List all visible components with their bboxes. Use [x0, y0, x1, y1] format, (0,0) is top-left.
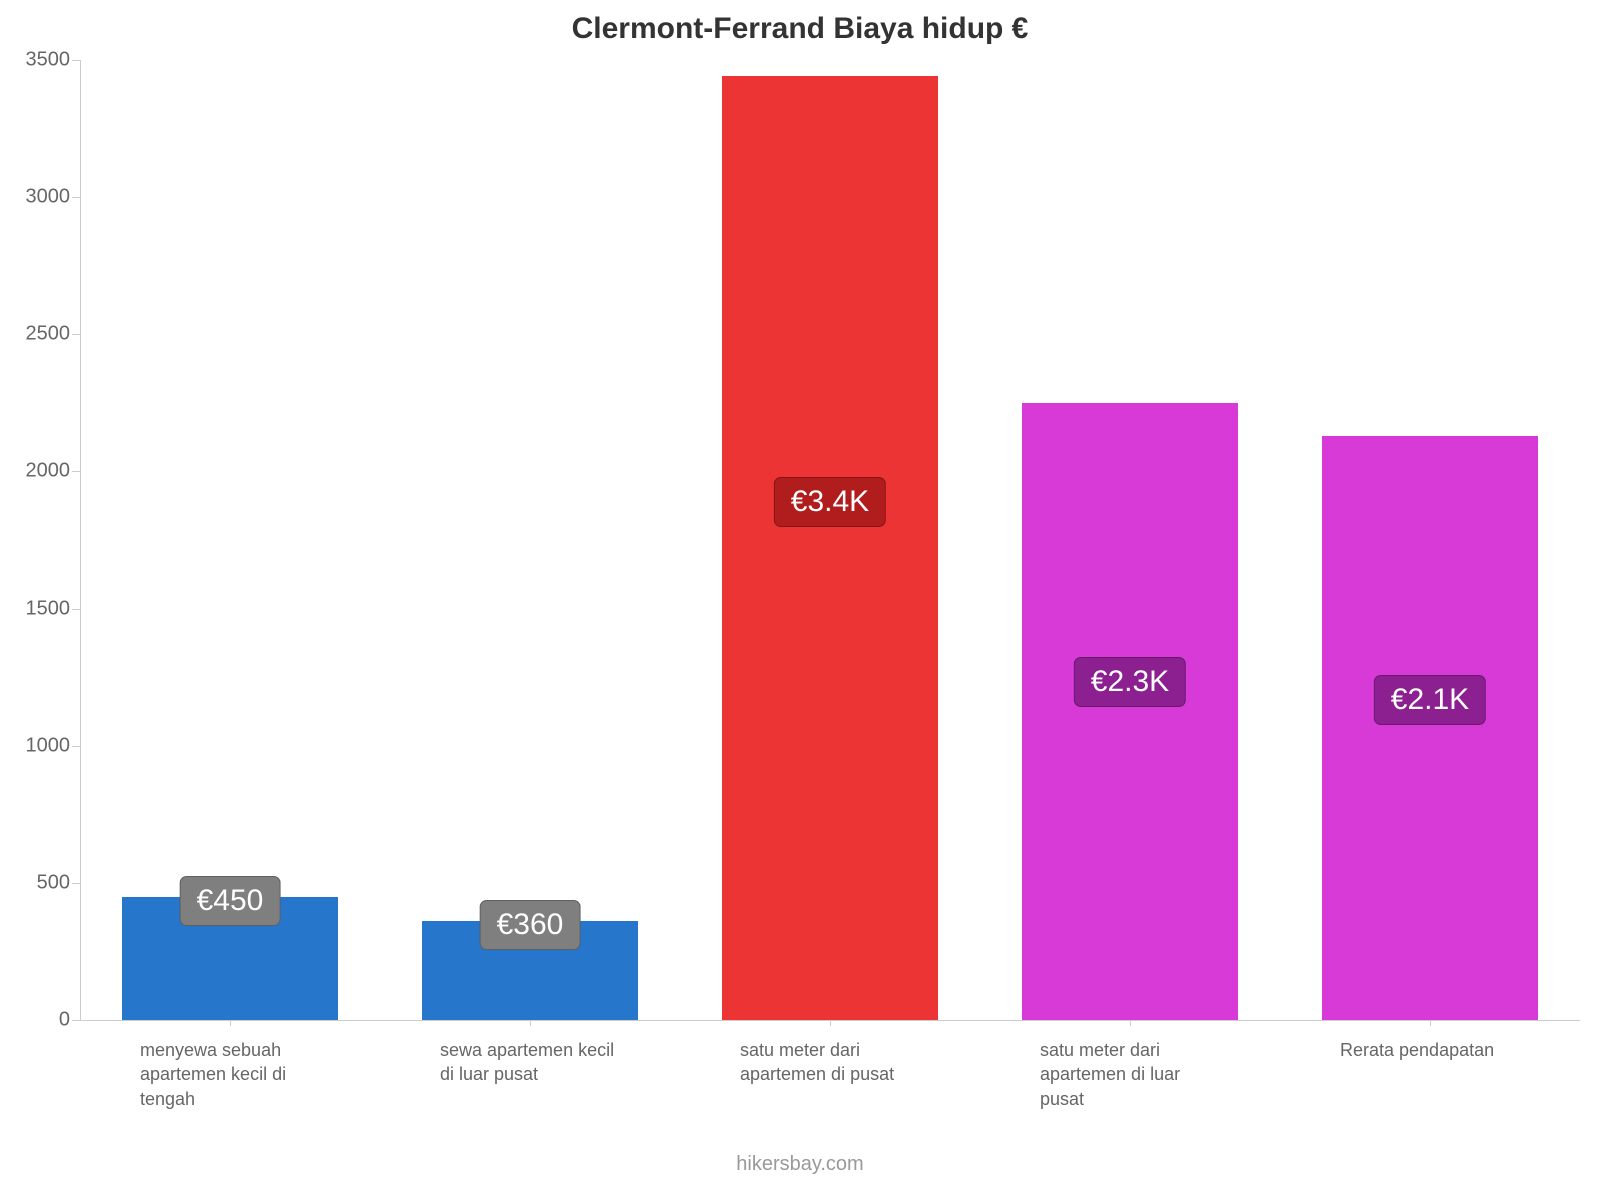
x-tick: [530, 1020, 531, 1026]
x-axis-label: satu meter dari apartemen di pusat: [740, 1038, 920, 1087]
y-tick-label: 1500: [26, 597, 81, 620]
y-axis-line: [80, 60, 81, 1020]
x-tick: [1430, 1020, 1431, 1026]
bar: [722, 76, 938, 1020]
chart-title: Clermont-Ferrand Biaya hidup €: [0, 12, 1600, 46]
x-axis-label: satu meter dari apartemen di luar pusat: [1040, 1038, 1220, 1111]
y-tick-label: 3000: [26, 186, 81, 209]
bar-value-badge: €2.3K: [1074, 657, 1186, 707]
x-axis-label: sewa apartemen kecil di luar pusat: [440, 1038, 620, 1087]
x-axis-label: Rerata pendapatan: [1340, 1038, 1520, 1062]
x-tick: [1130, 1020, 1131, 1026]
bar-value-badge: €450: [180, 876, 281, 926]
attribution-text: hikersbay.com: [0, 1153, 1600, 1176]
y-tick-label: 0: [59, 1009, 80, 1032]
y-tick-label: 1000: [26, 734, 81, 757]
bar-value-badge: €360: [480, 900, 581, 950]
bar: [1022, 403, 1238, 1020]
x-axis-label: menyewa sebuah apartemen kecil di tengah: [140, 1038, 320, 1111]
bar: [1322, 436, 1538, 1020]
x-tick: [830, 1020, 831, 1026]
x-tick: [230, 1020, 231, 1026]
y-tick-label: 2000: [26, 460, 81, 483]
chart-container: Clermont-Ferrand Biaya hidup € 050010001…: [0, 0, 1600, 1200]
bar-value-badge: €3.4K: [774, 477, 886, 527]
plot-area: 0500100015002000250030003500€450menyewa …: [80, 60, 1580, 1020]
y-tick-label: 2500: [26, 323, 81, 346]
y-tick-label: 3500: [26, 49, 81, 72]
y-tick-label: 500: [37, 871, 80, 894]
bar-value-badge: €2.1K: [1374, 675, 1486, 725]
